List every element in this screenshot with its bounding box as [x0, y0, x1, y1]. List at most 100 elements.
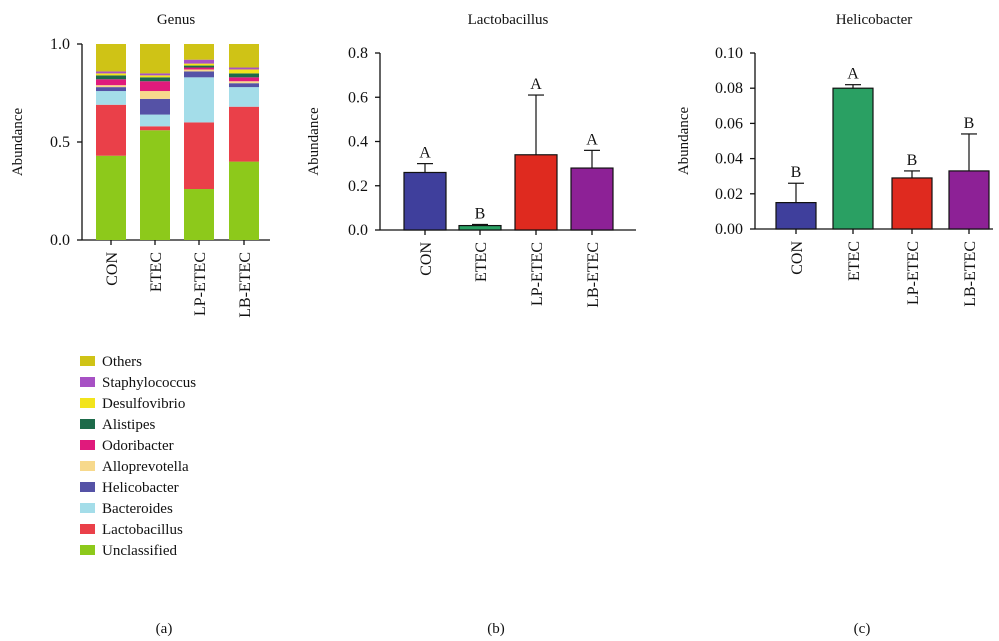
legend-swatch [80, 503, 95, 513]
stacked-bar-segment [140, 81, 170, 92]
legend-label: Odoribacter [102, 438, 174, 454]
legend-label: Helicobacter [102, 480, 179, 496]
y-tick-label: 0.5 [50, 134, 70, 151]
y-tick-label: 0.6 [348, 89, 368, 106]
bar [948, 170, 990, 230]
stacked-bar-segment [229, 106, 259, 162]
y-tick-label: 0.2 [348, 178, 368, 195]
bar [775, 202, 817, 230]
stacked-bar-segment [184, 63, 214, 66]
panel-label: (a) [156, 621, 173, 637]
y-tick-label: 0.02 [715, 186, 743, 203]
legend-label: Staphylococcus [102, 375, 196, 391]
stacked-bar-segment [229, 73, 259, 78]
legend-swatch [80, 356, 95, 366]
stacked-bar-segment [140, 44, 170, 74]
stacked-bar-segment [184, 44, 214, 60]
stacked-bar-segment [229, 77, 259, 82]
y-tick-label: 0.8 [348, 45, 368, 62]
legend-label: Alistipes [102, 417, 155, 433]
x-tick-label: LB-ETEC [585, 242, 602, 308]
stacked-bar-segment [229, 81, 259, 84]
x-tick-label: LP-ETEC [905, 241, 922, 305]
legend-label: Alloprevotella [102, 459, 189, 475]
legend-label: Unclassified [102, 543, 177, 559]
significance-letter: B [475, 205, 486, 222]
x-tick-label: CON [418, 242, 435, 276]
panel-c: Helicobacter 0.00 0.02 0.04 0.06 0.08 0.10 Abun… [676, 12, 993, 637]
x-tick-label: LB-ETEC [237, 252, 254, 318]
stacked-bar-segment [140, 114, 170, 127]
y-axis-label: Abundance [10, 108, 26, 177]
legend-label: Others [102, 354, 142, 370]
panel-a: Genus 0.0 0.5 1.0 Abundance CON ETEC LP-ETEC LB-… [10, 12, 270, 637]
stacked-bar-segment [184, 65, 214, 68]
stacked-bar-segment [96, 155, 126, 240]
stacked-bar-segment [184, 77, 214, 123]
stacked-bar-segment [184, 67, 214, 70]
x-tick-label: LP-ETEC [529, 242, 546, 306]
panel-label: (b) [487, 621, 505, 637]
stacked-bar-segment [184, 71, 214, 78]
x-tick-label: ETEC [846, 241, 863, 281]
stacked-bar-segment [184, 189, 214, 240]
legend-swatch [80, 377, 95, 387]
stacked-bar-segment [140, 98, 170, 115]
legend-swatch [80, 461, 95, 471]
stacked-bar-segment [184, 122, 214, 190]
stacked-bar-segment [184, 59, 214, 64]
significance-letter: B [964, 115, 975, 132]
stacked-bar-segment [184, 69, 214, 72]
y-tick-label: 0.0 [50, 232, 70, 249]
stacked-bar-segment [140, 73, 170, 76]
stacked-bar-segment [96, 71, 126, 74]
significance-letter: A [586, 131, 598, 148]
y-tick-label: 0.08 [715, 80, 743, 97]
y-tick-label: 0.0 [348, 222, 368, 239]
panel-b: Lactobacillus 0.0 0.2 0.4 0.6 0.8 Abundance CON… [306, 12, 636, 637]
panel-label: (c) [854, 621, 871, 637]
stacked-bar-segment [229, 87, 259, 107]
x-tick-label: ETEC [148, 252, 165, 292]
stacked-bar-segment [140, 91, 170, 99]
x-tick-label: ETEC [473, 242, 490, 282]
stacked-bar-segment [96, 85, 126, 88]
legend-swatch [80, 440, 95, 450]
y-tick-label: 0.10 [715, 45, 743, 62]
stacked-bar-segment [229, 44, 259, 68]
significance-letter: B [791, 164, 802, 181]
x-tick-label: CON [789, 241, 806, 275]
x-tick-label: LP-ETEC [192, 252, 209, 316]
legend-swatch [80, 524, 95, 534]
y-tick-label: 0.06 [715, 115, 743, 132]
legend-label: Lactobacillus [102, 522, 183, 538]
stacked-bar-segment [96, 91, 126, 105]
y-tick-label: 0.4 [348, 134, 368, 151]
stacked-bar-segment [140, 130, 170, 240]
stacked-bar-segment [229, 69, 259, 74]
stacked-bar-segment [229, 161, 259, 240]
bar [403, 171, 447, 231]
bar [458, 224, 502, 231]
panel-title: Genus [157, 12, 195, 28]
legend-swatch [80, 398, 95, 408]
stacked-bar-segment [229, 83, 259, 88]
y-tick-label: 1.0 [50, 36, 70, 53]
significance-letter: A [419, 145, 431, 162]
bar [832, 87, 874, 230]
legend-swatch [80, 419, 95, 429]
legend-label: Desulfovibrio [102, 396, 185, 412]
y-tick-label: 0.04 [715, 151, 743, 168]
y-tick-label: 0.00 [715, 221, 743, 238]
stacked-bar-segment [140, 77, 170, 82]
x-tick-label: LB-ETEC [962, 241, 979, 307]
y-axis-label: Abundance [306, 107, 322, 176]
stacked-bar-segment [96, 75, 126, 80]
stacked-bar-segment [229, 67, 259, 70]
significance-letter: B [907, 152, 918, 169]
stacked-bar-segment [96, 44, 126, 72]
significance-letter: A [847, 66, 859, 83]
panel-title: Helicobacter [836, 12, 913, 28]
legend-swatch [80, 545, 95, 555]
